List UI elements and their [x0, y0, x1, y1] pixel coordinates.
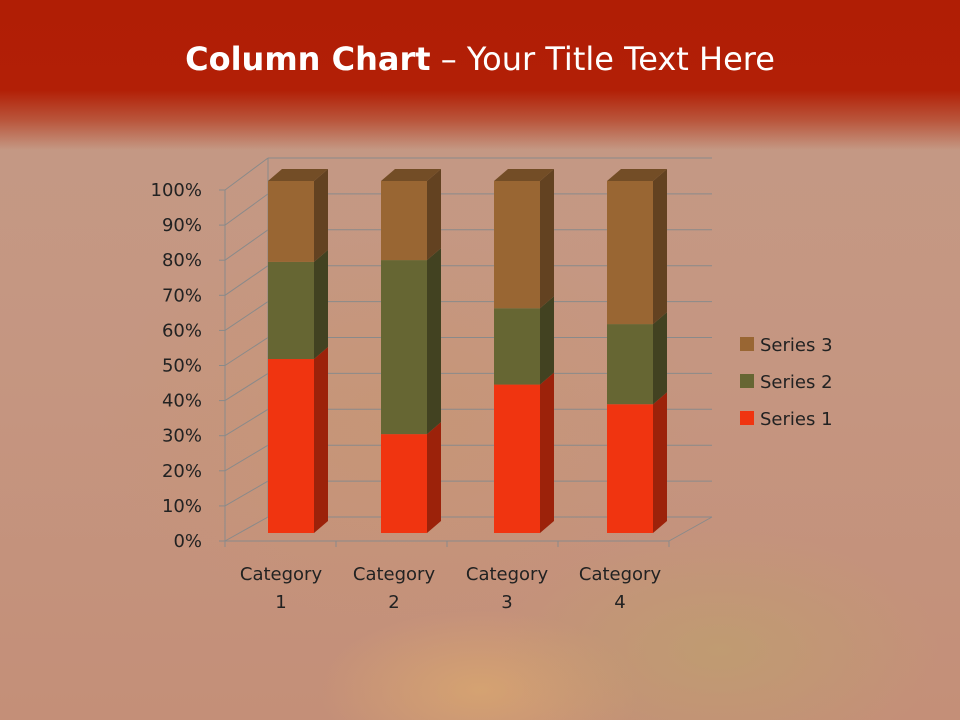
- gridline-side: [224, 516, 269, 542]
- bar-side: [314, 347, 328, 533]
- y-tick-label: 80%: [162, 250, 202, 271]
- bar-side: [427, 422, 441, 533]
- y-tick-label: 30%: [162, 426, 202, 447]
- bar-side: [314, 169, 328, 262]
- gridline-side: [224, 444, 269, 472]
- bar-top: [607, 169, 667, 181]
- x-tick-label: Category: [579, 564, 662, 585]
- legend-swatch: [740, 337, 754, 351]
- bar-side: [314, 249, 328, 360]
- y-tick-label: 50%: [162, 356, 202, 377]
- x-tick-label: 2: [388, 592, 399, 613]
- gridline-side: [224, 193, 269, 226]
- x-tick-label: 3: [501, 592, 512, 613]
- bar-side: [427, 248, 441, 435]
- bar-series-2: [494, 308, 540, 385]
- bar-side: [540, 372, 554, 533]
- title-rest: – Your Title Text Here: [430, 40, 775, 78]
- y-tick-label: 70%: [162, 285, 202, 306]
- bar-side: [653, 312, 667, 405]
- bar-top: [494, 169, 554, 181]
- y-tick-label: 20%: [162, 461, 202, 482]
- floor-edge: [668, 516, 713, 542]
- x-tick-label: Category: [466, 564, 549, 585]
- bar-series-3: [607, 181, 653, 325]
- bar-series-2: [268, 261, 314, 360]
- bar-series-1: [381, 434, 427, 533]
- x-tick-label: Category: [240, 564, 323, 585]
- slide-title: Column Chart – Your Title Text Here: [0, 40, 960, 78]
- y-tick-label: 0%: [173, 531, 202, 552]
- legend-swatch: [740, 411, 754, 425]
- y-tick-label: 100%: [151, 180, 202, 201]
- title-bold: Column Chart: [185, 40, 431, 78]
- bar-side: [653, 169, 667, 325]
- bar-series-1: [494, 384, 540, 533]
- y-tick-label: 90%: [162, 215, 202, 236]
- legend-swatch: [740, 374, 754, 388]
- x-tick-label: 4: [614, 592, 625, 613]
- legend-label: Series 1: [760, 409, 833, 430]
- gridline-side: [224, 408, 269, 437]
- legend-label: Series 2: [760, 372, 833, 393]
- bar-series-1: [607, 404, 653, 533]
- bar-series-3: [268, 181, 314, 262]
- bar-top: [381, 169, 441, 181]
- bar-side: [653, 392, 667, 533]
- bar-series-3: [381, 181, 427, 261]
- x-tick-label: Category: [353, 564, 436, 585]
- bar-series-3: [494, 181, 540, 309]
- gridline-side: [224, 301, 269, 331]
- bar-side: [540, 296, 554, 385]
- bar-series-2: [381, 260, 427, 435]
- y-tick-label: 10%: [162, 496, 202, 517]
- y-tick-label: 40%: [162, 391, 202, 412]
- bar-series-1: [268, 359, 314, 533]
- gridline-side: [224, 229, 269, 261]
- gridline-side: [224, 480, 269, 507]
- bar-side: [540, 169, 554, 309]
- gridline-side: [224, 372, 269, 402]
- bar-side: [427, 169, 441, 261]
- bar-series-2: [607, 324, 653, 405]
- legend-label: Series 3: [760, 335, 833, 356]
- gridline-side: [224, 265, 269, 296]
- gridline-side: [224, 337, 269, 366]
- title-banner: [0, 0, 960, 150]
- x-tick-label: 1: [275, 592, 286, 613]
- bar-top: [268, 169, 328, 181]
- y-tick-label: 60%: [162, 320, 202, 341]
- gridline-side: [224, 157, 269, 191]
